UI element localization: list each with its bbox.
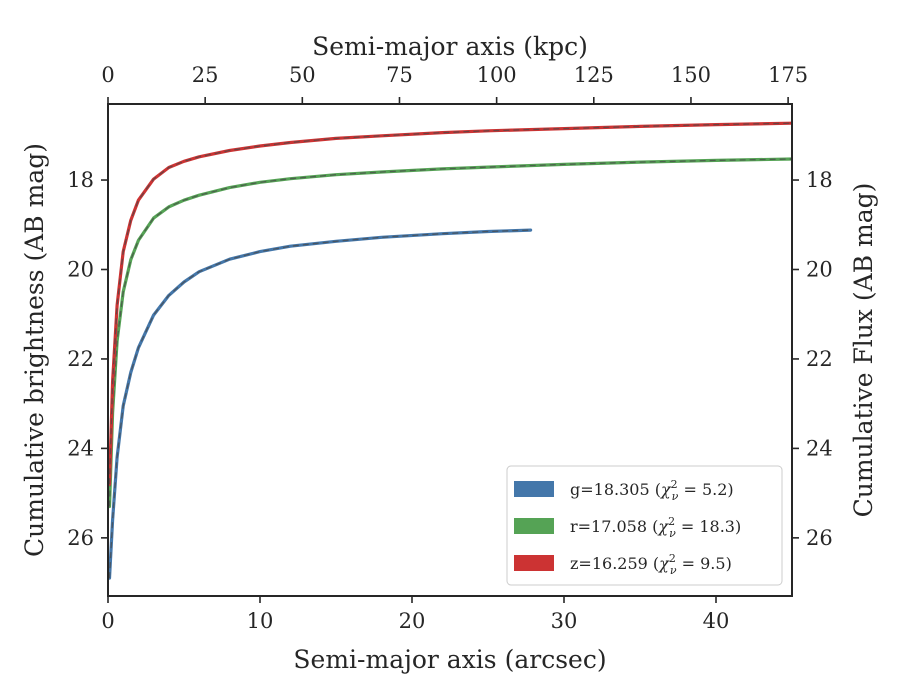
x2-tick-label: 75: [386, 63, 413, 87]
legend: g=18.305 (χ2 ν = 5.2) r=17.058 (χ2 ν = 18.3…: [506, 465, 783, 586]
series-z-line: [108, 121, 792, 486]
x2-axis-title: Semi-major axis (kpc): [312, 32, 588, 61]
legend-box: [506, 465, 783, 586]
plot-frame: [107, 103, 793, 597]
legend-swatch-r: [514, 518, 554, 534]
legend-label-g: g=18.305 (χ2 ν = 5.2): [570, 478, 734, 503]
y2-tick-label: 20: [806, 257, 833, 281]
x2-tick-label: 100: [477, 63, 517, 87]
y-tick-label: 18: [67, 168, 94, 192]
series-g-line: [108, 228, 533, 580]
y-tick-label: 22: [67, 347, 94, 371]
legend-swatch-z: [514, 555, 554, 571]
x2-tick-label: 0: [101, 63, 114, 87]
x-tick-label: 10: [247, 609, 274, 633]
y2-axis-title: Cumulative Flux (AB mag): [849, 183, 878, 518]
x-tick-label: 0: [101, 609, 114, 633]
x2-tick-label: 175: [768, 63, 808, 87]
series-r-line: [108, 157, 792, 509]
series-g-model-line: [108, 229, 531, 579]
x2-tick-label: 150: [671, 63, 711, 87]
x2-tick-label: 50: [289, 63, 316, 87]
y2-tick-label: 22: [806, 347, 833, 371]
y2-tick-label: 18: [806, 168, 833, 192]
legend-label-z: z=16.259 (χ2 ν = 9.5): [570, 552, 732, 577]
x2-tick-label: 125: [574, 63, 614, 87]
y-tick-label: 24: [67, 436, 94, 460]
legend-label-r: r=17.058 (χ2 ν = 18.3): [570, 515, 741, 540]
x-axis-title: Semi-major axis (arcsec): [293, 645, 606, 674]
legend-swatch-g: [514, 481, 554, 497]
y2-tick-label: 26: [806, 526, 833, 550]
x-tick-label: 40: [703, 609, 730, 633]
y-axis-title: Cumulative brightness (AB mag): [20, 143, 49, 557]
x2-tick-label: 25: [192, 63, 219, 87]
y-tick-label: 26: [67, 526, 94, 550]
y2-tick-label: 24: [806, 436, 833, 460]
x-tick-label: 30: [551, 609, 578, 633]
y-tick-label: 20: [67, 257, 94, 281]
series-z-model-line: [108, 122, 792, 485]
series-r-model-line: [108, 158, 792, 507]
x-tick-label: 20: [399, 609, 426, 633]
